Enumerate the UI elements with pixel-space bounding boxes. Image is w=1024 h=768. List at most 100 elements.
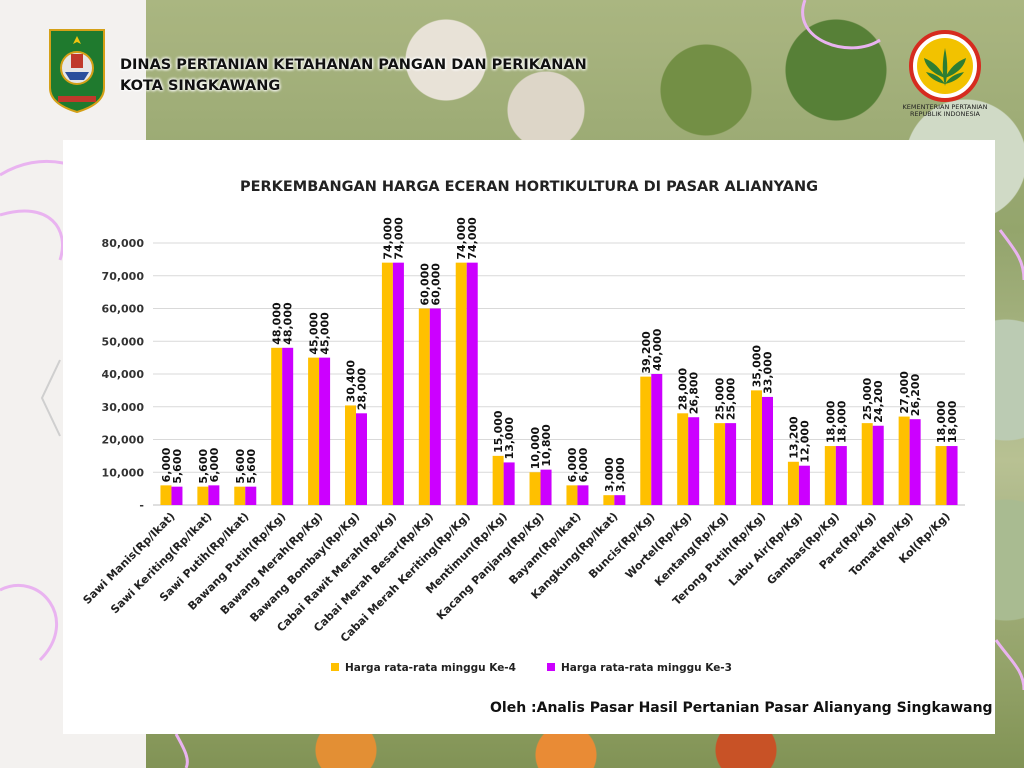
y-tick-label: 50,000	[102, 335, 145, 348]
bar-series2	[392, 262, 404, 505]
agency-title-line2: KOTA SINGKAWANG	[120, 78, 281, 94]
bar-series1	[861, 423, 873, 505]
y-tick-label: 10,000	[102, 466, 145, 479]
bar-series2	[688, 417, 700, 505]
y-tick-label: 70,000	[102, 270, 145, 283]
data-label: 5,600	[245, 449, 258, 484]
data-label: 13,200	[787, 416, 800, 459]
ministry-caption-line2: REPUBLIK INDONESIA	[910, 110, 980, 118]
bar-series2	[725, 423, 737, 505]
bar-series1	[751, 390, 762, 505]
bar-series1	[492, 455, 504, 505]
data-label: 3,000	[614, 457, 627, 492]
bar-series1	[640, 376, 652, 505]
data-label: 30,400	[345, 360, 358, 403]
bar-series2	[946, 446, 958, 505]
bar-series1	[898, 416, 910, 505]
data-label: 6,000	[208, 447, 221, 482]
bar-series2	[540, 469, 552, 505]
chart-panel: PERKEMBANGAN HARGA ECERAN HORTIKULTURA D…	[63, 140, 995, 734]
legend-swatch-series2	[547, 663, 555, 671]
data-label: 74,000	[392, 217, 405, 260]
data-label: 5,600	[197, 449, 210, 484]
ministry-of-agriculture-logo	[909, 30, 981, 102]
y-tick-label: -	[139, 499, 144, 512]
data-label: 10,800	[540, 424, 553, 467]
bar-series2	[356, 413, 367, 505]
bar-series1	[603, 495, 615, 505]
bar-series2	[319, 357, 331, 505]
agency-title: DINAS PERTANIAN KETAHANAN PANGAN DAN PER…	[120, 55, 587, 97]
legend-label-series2: Harga rata-rata minggu Ke-3	[561, 662, 732, 674]
category-label: Tomat(Rp/Kg)	[847, 510, 916, 579]
legend-label-series1: Harga rata-rata minggu Ke-4	[345, 662, 516, 674]
data-label: 5,600	[234, 449, 247, 484]
bar-series1	[714, 423, 726, 505]
data-label: 48,000	[282, 302, 295, 345]
data-label: 15,000	[492, 410, 505, 453]
data-label: 27,000	[898, 371, 911, 414]
data-label: 25,000	[714, 377, 727, 420]
y-tick-label: 30,000	[102, 401, 145, 414]
data-label: 18,000	[835, 400, 848, 443]
data-label: 18,000	[946, 400, 959, 443]
singkawang-city-emblem	[49, 29, 105, 114]
bar-series1	[529, 472, 541, 505]
data-label: 12,000	[798, 420, 811, 463]
bar-series1	[160, 485, 172, 505]
data-label: 39,200	[640, 331, 653, 374]
bar-series1	[271, 347, 283, 505]
data-label: 45,000	[308, 312, 321, 355]
bar-series2	[282, 347, 294, 505]
bar-series2	[614, 495, 626, 505]
y-tick-label: 20,000	[102, 434, 145, 447]
bar-series2	[577, 485, 589, 505]
bar-series2	[245, 486, 257, 505]
bar-series1	[787, 461, 799, 505]
price-bar-chart: PERKEMBANGAN HARGA ECERAN HORTIKULTURA D…	[81, 179, 965, 674]
bar-series2	[466, 262, 478, 505]
bar-series2	[171, 486, 183, 505]
bar-series2	[429, 308, 441, 505]
data-label: 26,800	[688, 371, 701, 414]
ministry-caption: KEMENTERIAN PERTANIAN REPUBLIK INDONESIA	[895, 104, 995, 118]
data-label: 33,000	[762, 351, 775, 394]
data-label: 74,000	[455, 217, 468, 260]
data-label: 5,600	[171, 449, 184, 484]
bar-series2	[762, 396, 773, 505]
y-tick-label: 60,000	[102, 303, 145, 316]
bar-series2	[798, 465, 810, 505]
category-label: Buncis(Rp/Kg)	[586, 510, 657, 581]
bar-series1	[234, 486, 246, 505]
bar-series1	[455, 262, 467, 505]
data-label: 28,000	[677, 368, 690, 411]
category-label: Wortel(Rp/Kg)	[623, 510, 694, 581]
bar-series1	[418, 308, 430, 505]
data-label: 13,000	[503, 417, 516, 460]
data-label: 25,000	[725, 377, 738, 420]
data-label: 60,000	[418, 263, 431, 306]
legend-swatch-series1	[331, 663, 339, 671]
data-label: 28,000	[356, 368, 369, 411]
data-label: 3,000	[603, 457, 616, 492]
ministry-caption-line1: KEMENTERIAN PERTANIAN	[902, 103, 988, 111]
data-label: 45,000	[319, 312, 332, 355]
source-credit: Oleh :Analis Pasar Hasil Pertanian Pasar…	[490, 700, 993, 716]
bar-series2	[208, 485, 220, 505]
data-label: 60,000	[429, 263, 442, 306]
chart-title: PERKEMBANGAN HARGA ECERAN HORTIKULTURA D…	[240, 179, 818, 195]
data-label: 25,000	[861, 377, 874, 420]
data-label: 48,000	[271, 302, 284, 345]
data-label: 74,000	[466, 217, 479, 260]
data-label: 40,000	[651, 328, 664, 371]
bar-series1	[566, 485, 578, 505]
bar-series2	[835, 446, 847, 505]
data-label: 26,200	[909, 373, 922, 416]
data-label: 6,000	[566, 447, 579, 482]
bar-series1	[824, 446, 836, 505]
data-label: 6,000	[577, 447, 590, 482]
bar-series1	[677, 413, 689, 505]
data-label: 18,000	[824, 400, 837, 443]
bar-series1	[381, 262, 393, 505]
y-tick-label: 40,000	[102, 368, 145, 381]
